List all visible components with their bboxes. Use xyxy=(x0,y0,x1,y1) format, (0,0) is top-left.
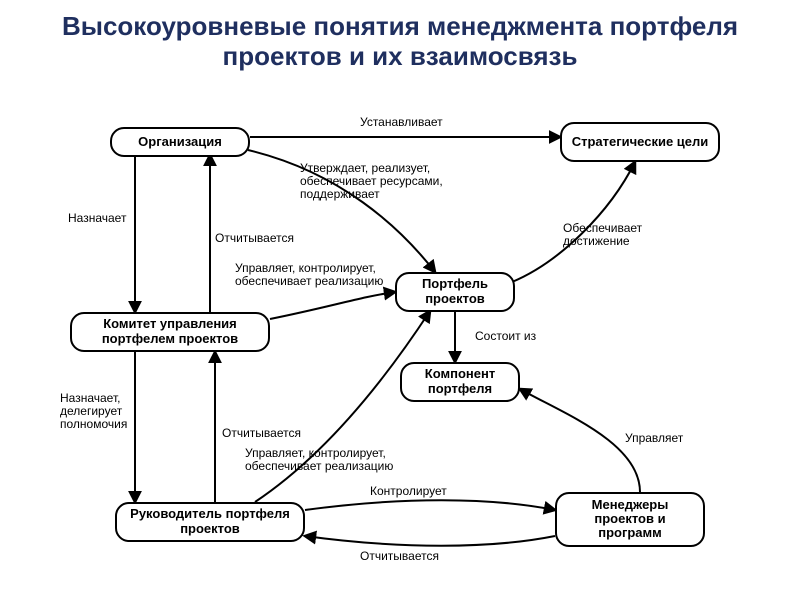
node-committee: Комитет управления портфелем проектов xyxy=(70,312,270,352)
label-sets: Устанавливает xyxy=(360,116,443,129)
label-assigns-del: Назначает, делегирует полномочия xyxy=(60,392,127,432)
edge-controls xyxy=(305,500,555,510)
node-component: Компонент портфеля xyxy=(400,362,520,402)
label-manages3: Управляет xyxy=(625,432,683,445)
node-pf-manager: Руководитель портфеля проектов xyxy=(115,502,305,542)
node-managers: Менеджеры проектов и программ xyxy=(555,492,705,547)
label-reports1: Отчитывается xyxy=(215,232,294,245)
node-strategic-goals: Стратегические цели xyxy=(560,122,720,162)
page-title: Высокоуровневые понятия менеджмента порт… xyxy=(0,0,800,72)
edge-reports3 xyxy=(305,536,555,546)
label-reports3: Отчитывается xyxy=(360,550,439,563)
edge-manages3 xyxy=(520,389,640,492)
label-manages2: Управляет, контролирует, обеспечивает ре… xyxy=(245,447,393,473)
label-reports2: Отчитывается xyxy=(222,427,301,440)
label-consists: Состоит из xyxy=(475,330,536,343)
label-manages1: Управляет, контролирует, обеспечивает ре… xyxy=(235,262,383,288)
edge-manages1 xyxy=(270,292,395,319)
label-ensures: Обеспечивает достижение xyxy=(563,222,642,248)
label-controls: Контролирует xyxy=(370,485,447,498)
label-approves: Утверждает, реализует, обеспечивает ресу… xyxy=(300,162,443,202)
diagram-canvas: Организация Стратегические цели Комитет … xyxy=(0,72,800,592)
node-portfolio: Портфель проектов xyxy=(395,272,515,312)
label-assigns: Назначает xyxy=(68,212,126,225)
node-organization: Организация xyxy=(110,127,250,157)
